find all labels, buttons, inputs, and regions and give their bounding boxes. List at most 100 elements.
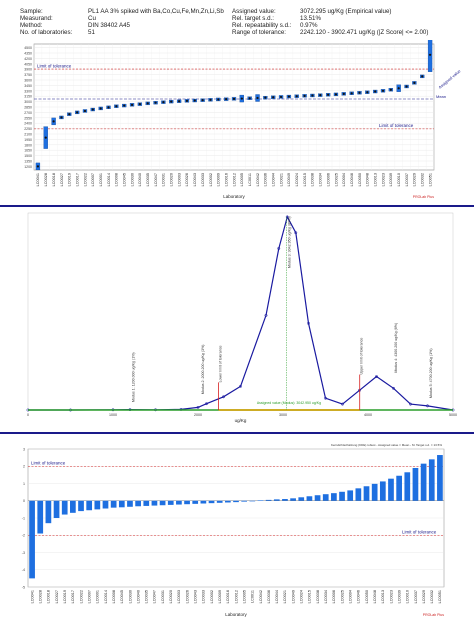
result-point [303, 94, 306, 97]
zscore-bar [143, 500, 150, 506]
x-tick-label: LC0044 [275, 590, 279, 603]
zscore-bar [396, 475, 402, 501]
density-point [277, 247, 281, 250]
density-point [222, 395, 225, 399]
result-point [374, 90, 377, 93]
x-tick-label: LC0032 [421, 173, 425, 186]
x-tick-label: LC0034 [324, 590, 328, 603]
header-value-col: PL1 AA 3% spiked with Ba,Co,Cu,Fe,Mn,Zn,… [88, 8, 224, 36]
x-tick-label: LC0035 [145, 590, 149, 603]
x-tick-label: LC0044 [272, 173, 276, 186]
x-tick-label: LC0004 [342, 173, 346, 186]
y-tick-label: 2400 [24, 122, 32, 126]
tolerance-value: 2242.120 - 3902.471 ug/Kg (|Z Score| <= … [300, 29, 429, 36]
x-tick-label: LC0009 [218, 590, 222, 603]
zscore-bar [61, 500, 68, 515]
y-tick-label: 4350 [24, 52, 32, 56]
result-point [279, 95, 283, 99]
x-tick-label: LC0051 [438, 590, 442, 603]
y-tick-label: 3000 [24, 100, 32, 104]
x-tick-label: LC0029 [413, 173, 417, 186]
mode-2-label: Modus 2: 2000.200 ug/Kg (3%) [201, 344, 205, 394]
x-tick-label: LC0043 [194, 590, 198, 603]
zscore-bar [53, 500, 60, 518]
header-label-col: Sample: Measurand: Method: No. of labora… [20, 8, 72, 36]
mode-4-label: Modus 4: 4300.200 ug/Kg (6%) [394, 323, 398, 373]
x-tick-label: LC0039 [389, 173, 393, 186]
density-point [239, 384, 242, 388]
zscore-bar [428, 459, 435, 501]
y-tick-label: 4200 [24, 57, 32, 61]
x-tick-label: LC0002 [209, 173, 213, 186]
zscore-bar [257, 500, 264, 502]
zscore-bar [159, 500, 166, 506]
x-tick-label: LC0030 [130, 173, 134, 186]
x-tick-label: LC0036 [267, 590, 271, 603]
zscore-bar [216, 500, 223, 503]
result-point [225, 98, 228, 101]
x-tick-label: LC0017 [71, 590, 75, 603]
method-value: DIN 38402 A45 [88, 22, 130, 29]
y-tick-label: 3600 [24, 79, 32, 83]
zscore-bar [282, 499, 288, 501]
result-box [427, 37, 433, 72]
result-point [107, 106, 110, 109]
x-tick-label: LC0015 [303, 173, 307, 186]
mode-5-label: Modus 5: 4700.200 ug/Kg (1%) [429, 348, 433, 398]
y-tick-label: 1950 [24, 138, 32, 142]
zscore-bar [388, 478, 394, 501]
x-tick-label: LC0048 [366, 173, 370, 186]
x-tick-label: LC0045 [120, 590, 124, 603]
x-tick-label: LC0051 [428, 173, 432, 186]
y-tick-label: 1200 [24, 165, 32, 169]
x-tick-label: LC0049 [291, 590, 295, 603]
x-tick-label: LC0038 [311, 173, 315, 186]
y-tick-label: 1350 [24, 160, 32, 164]
x-tick-label: LC0029 [422, 590, 426, 603]
zscore-bar [355, 488, 362, 501]
kernel-density-panel: Modus 1: 1200.000 ug/Kg (1%) Modus 2: 200… [8, 210, 463, 428]
zscore-bar [135, 500, 141, 507]
x-tick-label: LC0042 [259, 590, 263, 603]
x-tick-label: LC0046 [357, 590, 361, 603]
result-point [405, 85, 408, 88]
result-point [342, 92, 345, 95]
density-point [426, 404, 429, 408]
y-tick-label: -5 [22, 585, 25, 589]
x-tick-label: LC0021 [279, 173, 283, 186]
x-tick-label: LC0047 [154, 173, 158, 186]
x-tick-label: LC0001 [99, 173, 103, 186]
x-tick-label: LC0011 [251, 590, 255, 603]
y-tick-label: 2700 [24, 111, 32, 115]
result-point [319, 94, 322, 97]
zscore-bar [314, 495, 321, 501]
assigned-label: Assigned value: [232, 8, 276, 15]
result-point [327, 93, 330, 96]
x-tick-label: LC0023 [389, 590, 393, 603]
x-tick-label: LC0025 [340, 590, 344, 603]
x-tick-label: LC0024 [300, 590, 304, 603]
x-tick-label: LC0048 [373, 590, 377, 603]
x-tick-label: LC0007 [87, 590, 91, 603]
x-tick-label: LC0021 [283, 590, 287, 603]
assigned-value-label: Assigned value [437, 68, 462, 90]
result-point [366, 91, 369, 94]
result-point [232, 97, 236, 100]
zscore-chart: -5 -4 -3 -2 -1 0 1 2 3 Limit of tolerance Limit of… [22, 443, 445, 617]
repeat-sd-label: Rel. repeatability s.d.: [232, 22, 292, 29]
zscore-bar [437, 455, 443, 501]
x-tick-label: LC0035 [146, 173, 150, 186]
x-tick-label: LC0004 [348, 590, 352, 603]
x-tick-label: LC0014 [104, 590, 108, 603]
x-tick-label: LC0006 [332, 590, 336, 603]
y-tick-label: 2550 [24, 116, 32, 120]
x-tick-label: LC0033 [202, 590, 206, 603]
x-tick-label: LC0005 [240, 173, 244, 186]
x-tick-label: LC0023 [381, 173, 385, 186]
mode-1-label: Modus 1: 1200.000 ug/Kg (1%) [131, 352, 135, 402]
x-tick-label: LC0003 [177, 590, 181, 603]
x-tick-label: LC0046 [350, 173, 354, 186]
software-note: PROLab Plus [423, 613, 444, 617]
zscore-bar [29, 500, 35, 579]
density-point [324, 396, 327, 400]
